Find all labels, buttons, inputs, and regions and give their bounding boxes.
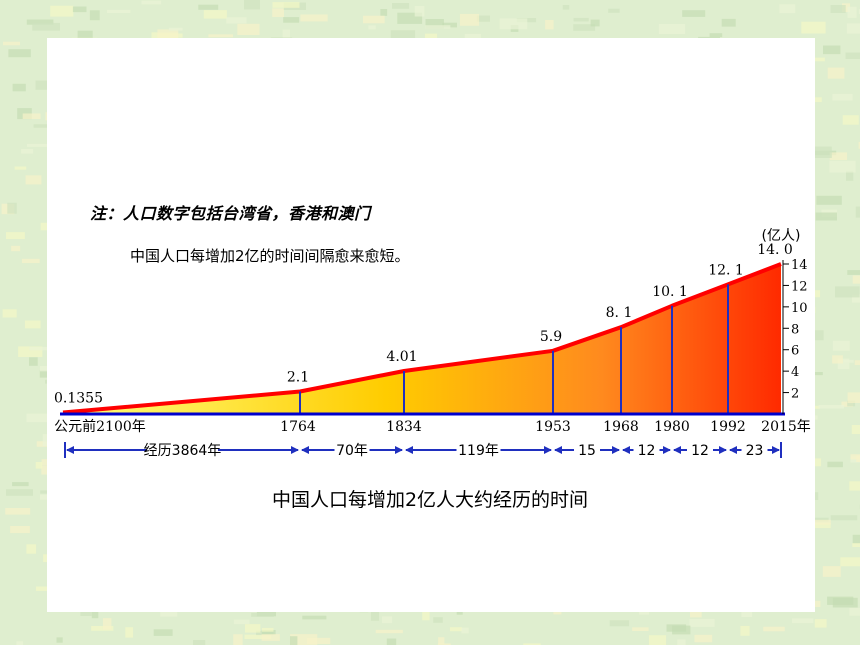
interval-arrow (405, 446, 413, 454)
population-area (63, 264, 781, 414)
data-label: 5.9 (540, 329, 562, 345)
data-label: 4.01 (386, 349, 417, 365)
interval-arrow (301, 446, 309, 454)
interval-arrow (663, 446, 671, 454)
y-tick-label: 12 (791, 279, 808, 294)
y-tick-label: 14 (791, 258, 808, 273)
data-label: 10. 1 (652, 284, 688, 300)
chart-subtitle: 中国人口每增加2亿的时间间隔愈来愈短。 (130, 247, 410, 265)
x-tick-label: 1992 (710, 419, 746, 435)
interval-label: 12 (638, 443, 656, 459)
interval-arrow (729, 446, 737, 454)
note-text: 注：人口数字包括台湾省，香港和澳门 (90, 204, 371, 223)
x-tick-label: 2015年 (761, 419, 811, 435)
y-tick-label: 6 (791, 344, 799, 359)
data-label: 14. 0 (757, 242, 793, 258)
y-tick-label: 4 (791, 365, 799, 380)
interval-arrow (554, 446, 562, 454)
interval-label: 15 (578, 443, 596, 459)
interval-arrow (291, 446, 299, 454)
interval-arrow (673, 446, 681, 454)
population-line (62, 262, 782, 415)
interval-arrow (622, 446, 630, 454)
data-label: 8. 1 (606, 305, 633, 321)
interval-arrow (544, 446, 552, 454)
interval-arrow (772, 446, 780, 454)
x-tick-label: 1953 (535, 419, 571, 435)
x-tick-label: 1968 (603, 419, 639, 435)
x-tick-label: 1834 (386, 419, 422, 435)
x-tick-label: 公元前2100年 (54, 418, 146, 435)
interval-arrow (612, 446, 620, 454)
interval-label: 119年 (458, 443, 499, 459)
chart-caption: 中国人口每增加2亿人大约经历的时间 (271, 489, 589, 511)
y-unit-label: (亿人) (762, 228, 801, 244)
x-tick-label: 1980 (654, 419, 690, 435)
interval-label: 23 (746, 443, 764, 459)
interval-arrow (395, 446, 403, 454)
data-label: 12. 1 (708, 262, 744, 278)
interval-label: 经历3864年 (144, 443, 222, 459)
x-tick-label: 1764 (280, 419, 316, 435)
y-tick-label: 8 (791, 322, 799, 337)
data-label: 0.1355 (54, 391, 103, 407)
interval-arrow (66, 446, 74, 454)
data-label: 2.1 (287, 370, 309, 386)
interval-arrow (719, 446, 727, 454)
y-tick-label: 10 (791, 301, 808, 316)
y-tick-label: 2 (791, 387, 799, 402)
interval-label: 70年 (336, 443, 368, 459)
interval-label: 12 (691, 443, 709, 459)
